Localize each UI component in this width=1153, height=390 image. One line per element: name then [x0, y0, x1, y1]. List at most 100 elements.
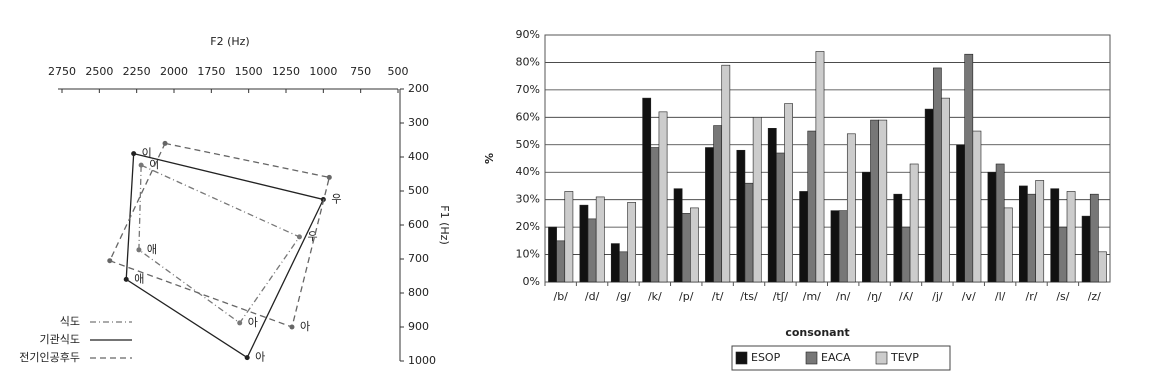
bar	[1050, 188, 1060, 283]
x-tick-label: /n/	[836, 290, 851, 303]
bar	[1081, 215, 1091, 283]
bar	[579, 204, 589, 283]
point	[296, 234, 302, 240]
bar	[1003, 207, 1013, 283]
legend-frame	[731, 345, 951, 371]
y-tick-label: 400	[408, 150, 429, 163]
y-tick-label: 30%	[516, 193, 540, 206]
point-label: 아	[300, 320, 310, 333]
bar	[972, 130, 982, 283]
legend-swatch	[805, 351, 818, 365]
point	[131, 151, 137, 157]
x-tick-label: /ʎ/	[899, 290, 913, 303]
bar	[995, 163, 1005, 283]
bar	[610, 243, 620, 283]
legend-label: TEVP	[890, 351, 919, 364]
y-tick-label: 900	[408, 320, 429, 333]
point-label: 아	[248, 316, 258, 329]
x-tick-label: 1000	[309, 65, 337, 78]
x-tick-label: 2750	[48, 65, 76, 78]
point	[237, 320, 243, 326]
y-tick-label: 60%	[516, 110, 540, 123]
bar	[658, 111, 668, 283]
bar	[956, 144, 965, 283]
bar	[595, 196, 605, 283]
bar	[752, 117, 762, 283]
bar	[1066, 191, 1076, 283]
bar	[987, 171, 997, 283]
point-label: 이	[149, 158, 159, 171]
bar	[776, 152, 785, 283]
legend-label: ESOP	[751, 351, 781, 364]
point-label: 우	[331, 193, 341, 206]
point-label: 이	[142, 147, 152, 160]
x-tick-label: 500	[388, 65, 409, 78]
point	[326, 174, 332, 180]
x-tick-label: /tʃ/	[773, 290, 789, 303]
y-tick-label: 700	[408, 252, 429, 265]
x-tick-label: /s/	[1056, 290, 1069, 303]
bar	[548, 226, 557, 283]
x-tick-label: /ŋ/	[867, 290, 882, 303]
bar	[924, 108, 934, 283]
legend-label: EACA	[821, 351, 851, 364]
bar	[1089, 193, 1099, 283]
x-tick-label: /z/	[1088, 290, 1101, 303]
point	[162, 140, 168, 146]
bar	[713, 125, 723, 283]
y-tick-label: 10%	[516, 248, 540, 261]
bar	[642, 97, 652, 283]
bar	[870, 119, 879, 283]
y-tick-label: 20%	[516, 220, 540, 233]
point	[107, 258, 113, 264]
bar	[767, 128, 777, 283]
legend-label: 기관식도	[40, 333, 80, 346]
bar	[681, 213, 691, 283]
y-tick-label: 0%	[523, 275, 540, 288]
x-tick-label: /b/	[553, 290, 568, 303]
x-tick-label: 750	[350, 65, 371, 78]
y-axis-title: F1 (Hz)	[438, 205, 451, 244]
x-axis-title: F2 (Hz)	[210, 35, 249, 48]
x-tick-label: /l/	[995, 290, 1006, 303]
bar	[744, 182, 754, 283]
point	[136, 247, 142, 253]
bar	[587, 218, 597, 283]
bar	[619, 251, 628, 283]
y-tick-label: 90%	[516, 28, 540, 41]
x-tick-label: /t/	[712, 290, 724, 303]
bar	[941, 97, 950, 283]
bar	[627, 202, 637, 283]
bar	[690, 207, 699, 283]
bar	[799, 191, 809, 283]
y-tick-label: 80%	[516, 55, 540, 68]
x-tick-label: /j/	[932, 290, 943, 303]
legend-swatch	[735, 351, 748, 365]
point-label: 애	[147, 243, 157, 256]
bar	[846, 133, 856, 283]
bar	[1035, 180, 1045, 283]
bar	[1098, 251, 1107, 283]
bar	[1018, 185, 1028, 283]
x-tick-label: /d/	[585, 290, 600, 303]
point	[138, 162, 144, 168]
bar	[673, 188, 683, 283]
y-axis-title: %	[483, 153, 496, 164]
x-tick-label: /g/	[616, 290, 631, 303]
bar	[830, 210, 840, 283]
bar	[964, 53, 974, 283]
x-tick-label: 1750	[197, 65, 225, 78]
bar	[838, 210, 848, 283]
bar	[815, 51, 825, 283]
x-axis-title: consonant	[785, 326, 849, 339]
y-tick-label: 70%	[516, 83, 540, 96]
bar	[705, 147, 714, 283]
point-label: 아	[255, 351, 265, 364]
bar	[862, 171, 871, 283]
x-tick-label: /r/	[1026, 290, 1038, 303]
y-tick-label: 40%	[516, 165, 540, 178]
x-tick-label: 2000	[160, 65, 188, 78]
x-tick-label: /k/	[648, 290, 662, 303]
y-tick-label: 200	[408, 82, 429, 95]
